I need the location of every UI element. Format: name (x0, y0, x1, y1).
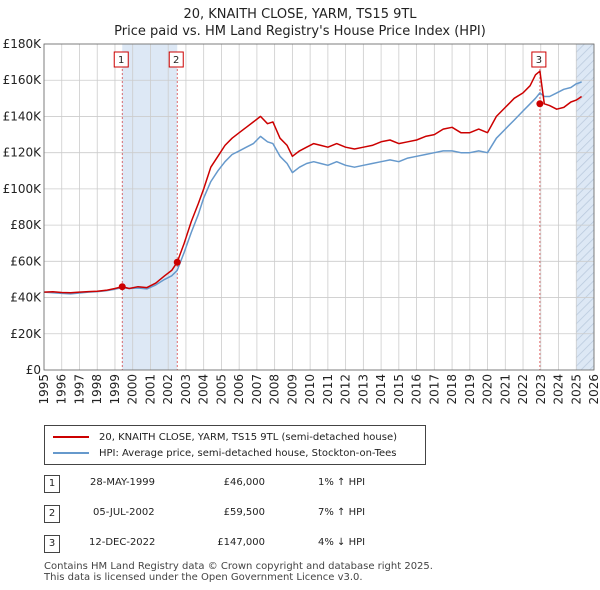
x-tick-label: 2023 (534, 374, 548, 405)
x-tick-label: 2015 (392, 374, 406, 405)
x-tick-label: 2019 (463, 374, 477, 405)
legend-item-property: 20, KNAITH CLOSE, YARM, TS15 9TL (semi-d… (53, 430, 397, 444)
plot-frame (43, 43, 595, 371)
price-chart: 1 2 3 £0 £20K £40K £60K £80K £100K £120K £140K £16… (3, 37, 600, 405)
sale-markers: 1 2 3 (113, 51, 547, 291)
x-tick-label: 2025 (569, 374, 583, 405)
ownership-shaded-region (122, 44, 178, 370)
transaction-hpi: 4% ↓ HPI (318, 537, 366, 548)
footer-line-2: This data is licensed under the Open Gov… (44, 572, 363, 583)
transaction-number: 2 (44, 505, 60, 523)
legend-swatch-property (53, 436, 89, 438)
chart-title: 20, KNAITH CLOSE, YARM, TS15 9TL Price p… (0, 6, 600, 40)
sale-label: 3 (536, 55, 542, 66)
transaction-price: £59,500 (223, 507, 265, 518)
legend-item-hpi: HPI: Average price, semi-detached house,… (53, 446, 397, 460)
sale-label: 2 (173, 55, 179, 66)
x-tick-label: 2013 (356, 374, 370, 405)
sale-point (536, 100, 544, 108)
transaction-date: 28-MAY-1999 (90, 477, 156, 488)
x-tick-label: 2002 (161, 374, 175, 405)
transaction-number: 3 (44, 535, 60, 553)
x-tick-label: 2011 (321, 374, 335, 405)
x-tick-label: 2026 (587, 374, 600, 405)
x-tick-label: 1996 (55, 374, 69, 405)
x-tick-label: 2010 (303, 374, 317, 405)
series-lines (43, 70, 583, 295)
hpi-line (43, 81, 582, 295)
y-tick-label: £20K (10, 327, 42, 341)
y-tick-label: £100K (3, 182, 43, 196)
sale-point (173, 258, 181, 266)
x-tick-label: 2001 (143, 374, 157, 405)
sale-label-box (113, 51, 129, 68)
title-line-1: 20, KNAITH CLOSE, YARM, TS15 9TL (183, 7, 417, 22)
x-tick-label: 2000 (126, 374, 140, 405)
legend: 20, KNAITH CLOSE, YARM, TS15 9TL (semi-d… (44, 425, 426, 465)
x-tick-label: 2022 (516, 374, 530, 405)
x-tick-label: 2021 (498, 374, 512, 405)
transaction-price: £147,000 (217, 537, 265, 548)
sale-label: 1 (118, 55, 124, 66)
y-tick-label: £140K (3, 109, 43, 123)
y-tick-label: £60K (10, 254, 42, 268)
x-tick-label: 1995 (37, 374, 51, 405)
y-tick-label: £120K (3, 146, 43, 160)
future-shaded-region (576, 44, 594, 370)
title-line-2: Price paid vs. HM Land Registry's House … (114, 24, 486, 39)
footer-line-1: Contains HM Land Registry data © Crown c… (44, 561, 433, 572)
legend-swatch-hpi (53, 452, 89, 454)
x-tick-label: 1998 (90, 374, 104, 405)
x-tick-label: 1997 (72, 374, 86, 405)
x-tick-label: 2006 (232, 374, 246, 405)
transaction-price: £46,000 (223, 477, 265, 488)
y-tick-label: £40K (10, 291, 42, 305)
footer: Contains HM Land Registry data © Crown c… (44, 561, 433, 583)
x-tick-label: 2012 (339, 374, 353, 405)
transaction-hpi: 7% ↑ HPI (318, 507, 366, 518)
transaction-date: 05-JUL-2002 (93, 507, 155, 518)
y-tick-label: £80K (10, 218, 42, 232)
property-price-line (43, 70, 583, 294)
x-tick-label: 2018 (445, 374, 459, 405)
x-tick-label: 2014 (374, 374, 388, 405)
x-tick-label: 2020 (481, 374, 495, 405)
x-tick-label: 2009 (285, 374, 299, 405)
x-tick-label: 2003 (179, 374, 193, 405)
x-tick-label: 2016 (410, 374, 424, 405)
legend-label-hpi: HPI: Average price, semi-detached house,… (99, 447, 397, 459)
sale-label-box (531, 51, 547, 68)
transaction-date: 12-DEC-2022 (89, 537, 156, 548)
x-tick-label: 2017 (427, 374, 441, 405)
sale-point (118, 283, 126, 291)
x-tick-label: 2004 (197, 374, 211, 405)
x-tick-label: 2007 (250, 374, 264, 405)
y-tick-label: £0 (26, 363, 41, 377)
y-tick-label: £180K (3, 37, 43, 51)
x-tick-label: 1999 (108, 374, 122, 405)
x-tick-label: 2005 (214, 374, 228, 405)
transaction-hpi: 1% ↑ HPI (318, 477, 366, 488)
y-tick-label: £160K (3, 73, 43, 87)
transaction-number: 1 (44, 475, 60, 493)
x-tick-label: 2024 (552, 374, 566, 405)
legend-label-property: 20, KNAITH CLOSE, YARM, TS15 9TL (semi-d… (99, 431, 398, 443)
sale-label-box (168, 51, 184, 68)
axes: £0 £20K £40K £60K £80K £100K £120K £140K £160K £1… (3, 37, 600, 405)
x-tick-label: 2008 (268, 374, 282, 405)
